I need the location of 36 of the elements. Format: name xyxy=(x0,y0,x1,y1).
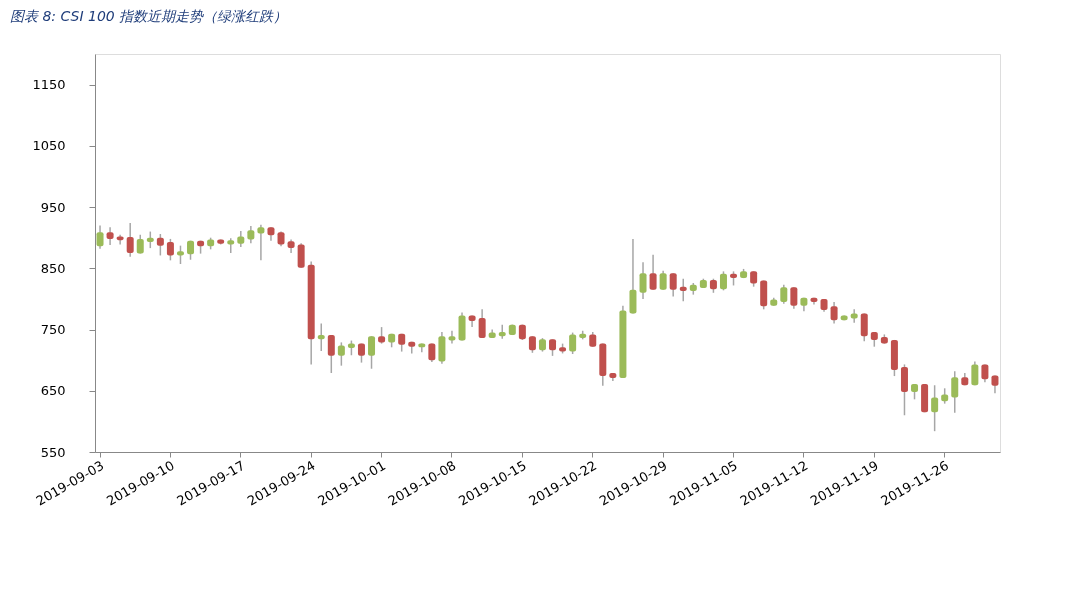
candlestick xyxy=(931,384,939,432)
y-tick-label: 850 xyxy=(40,260,66,276)
candlestick xyxy=(176,244,184,265)
candlestick xyxy=(337,341,345,367)
chart-title: 图表 8: CSI 100 指数近期走势（绿涨红跌） xyxy=(10,8,288,24)
candlestick xyxy=(719,270,727,292)
candlestick xyxy=(951,370,959,414)
candlestick xyxy=(790,286,798,310)
candlestick xyxy=(780,284,788,305)
candlestick xyxy=(629,238,637,315)
candlestick xyxy=(166,238,174,262)
candlestick xyxy=(659,270,667,291)
y-tick-label: 650 xyxy=(40,383,66,399)
candlestick xyxy=(96,224,104,250)
y-tick-label: 950 xyxy=(40,199,66,215)
y-tick-label: 750 xyxy=(40,322,66,338)
candlestick xyxy=(478,308,486,339)
candlestick xyxy=(830,301,838,325)
candlestick xyxy=(850,308,858,324)
candlestick xyxy=(649,254,657,291)
candlestick xyxy=(156,233,164,257)
candlestick xyxy=(327,334,335,374)
y-tick-label: 550 xyxy=(40,444,66,460)
candlestick xyxy=(860,312,868,342)
candlestick xyxy=(569,331,577,355)
candlestick xyxy=(136,233,144,255)
candlestick xyxy=(126,222,134,258)
candlestick xyxy=(639,261,647,300)
y-tick-label: 1050 xyxy=(32,138,66,154)
candlestick xyxy=(368,335,376,370)
candlestick xyxy=(297,242,305,269)
y-tick-label: 1150 xyxy=(32,77,66,93)
candlestick xyxy=(317,322,325,352)
candlestick xyxy=(669,272,677,298)
candlestick xyxy=(257,224,265,262)
candlestick xyxy=(679,277,687,303)
